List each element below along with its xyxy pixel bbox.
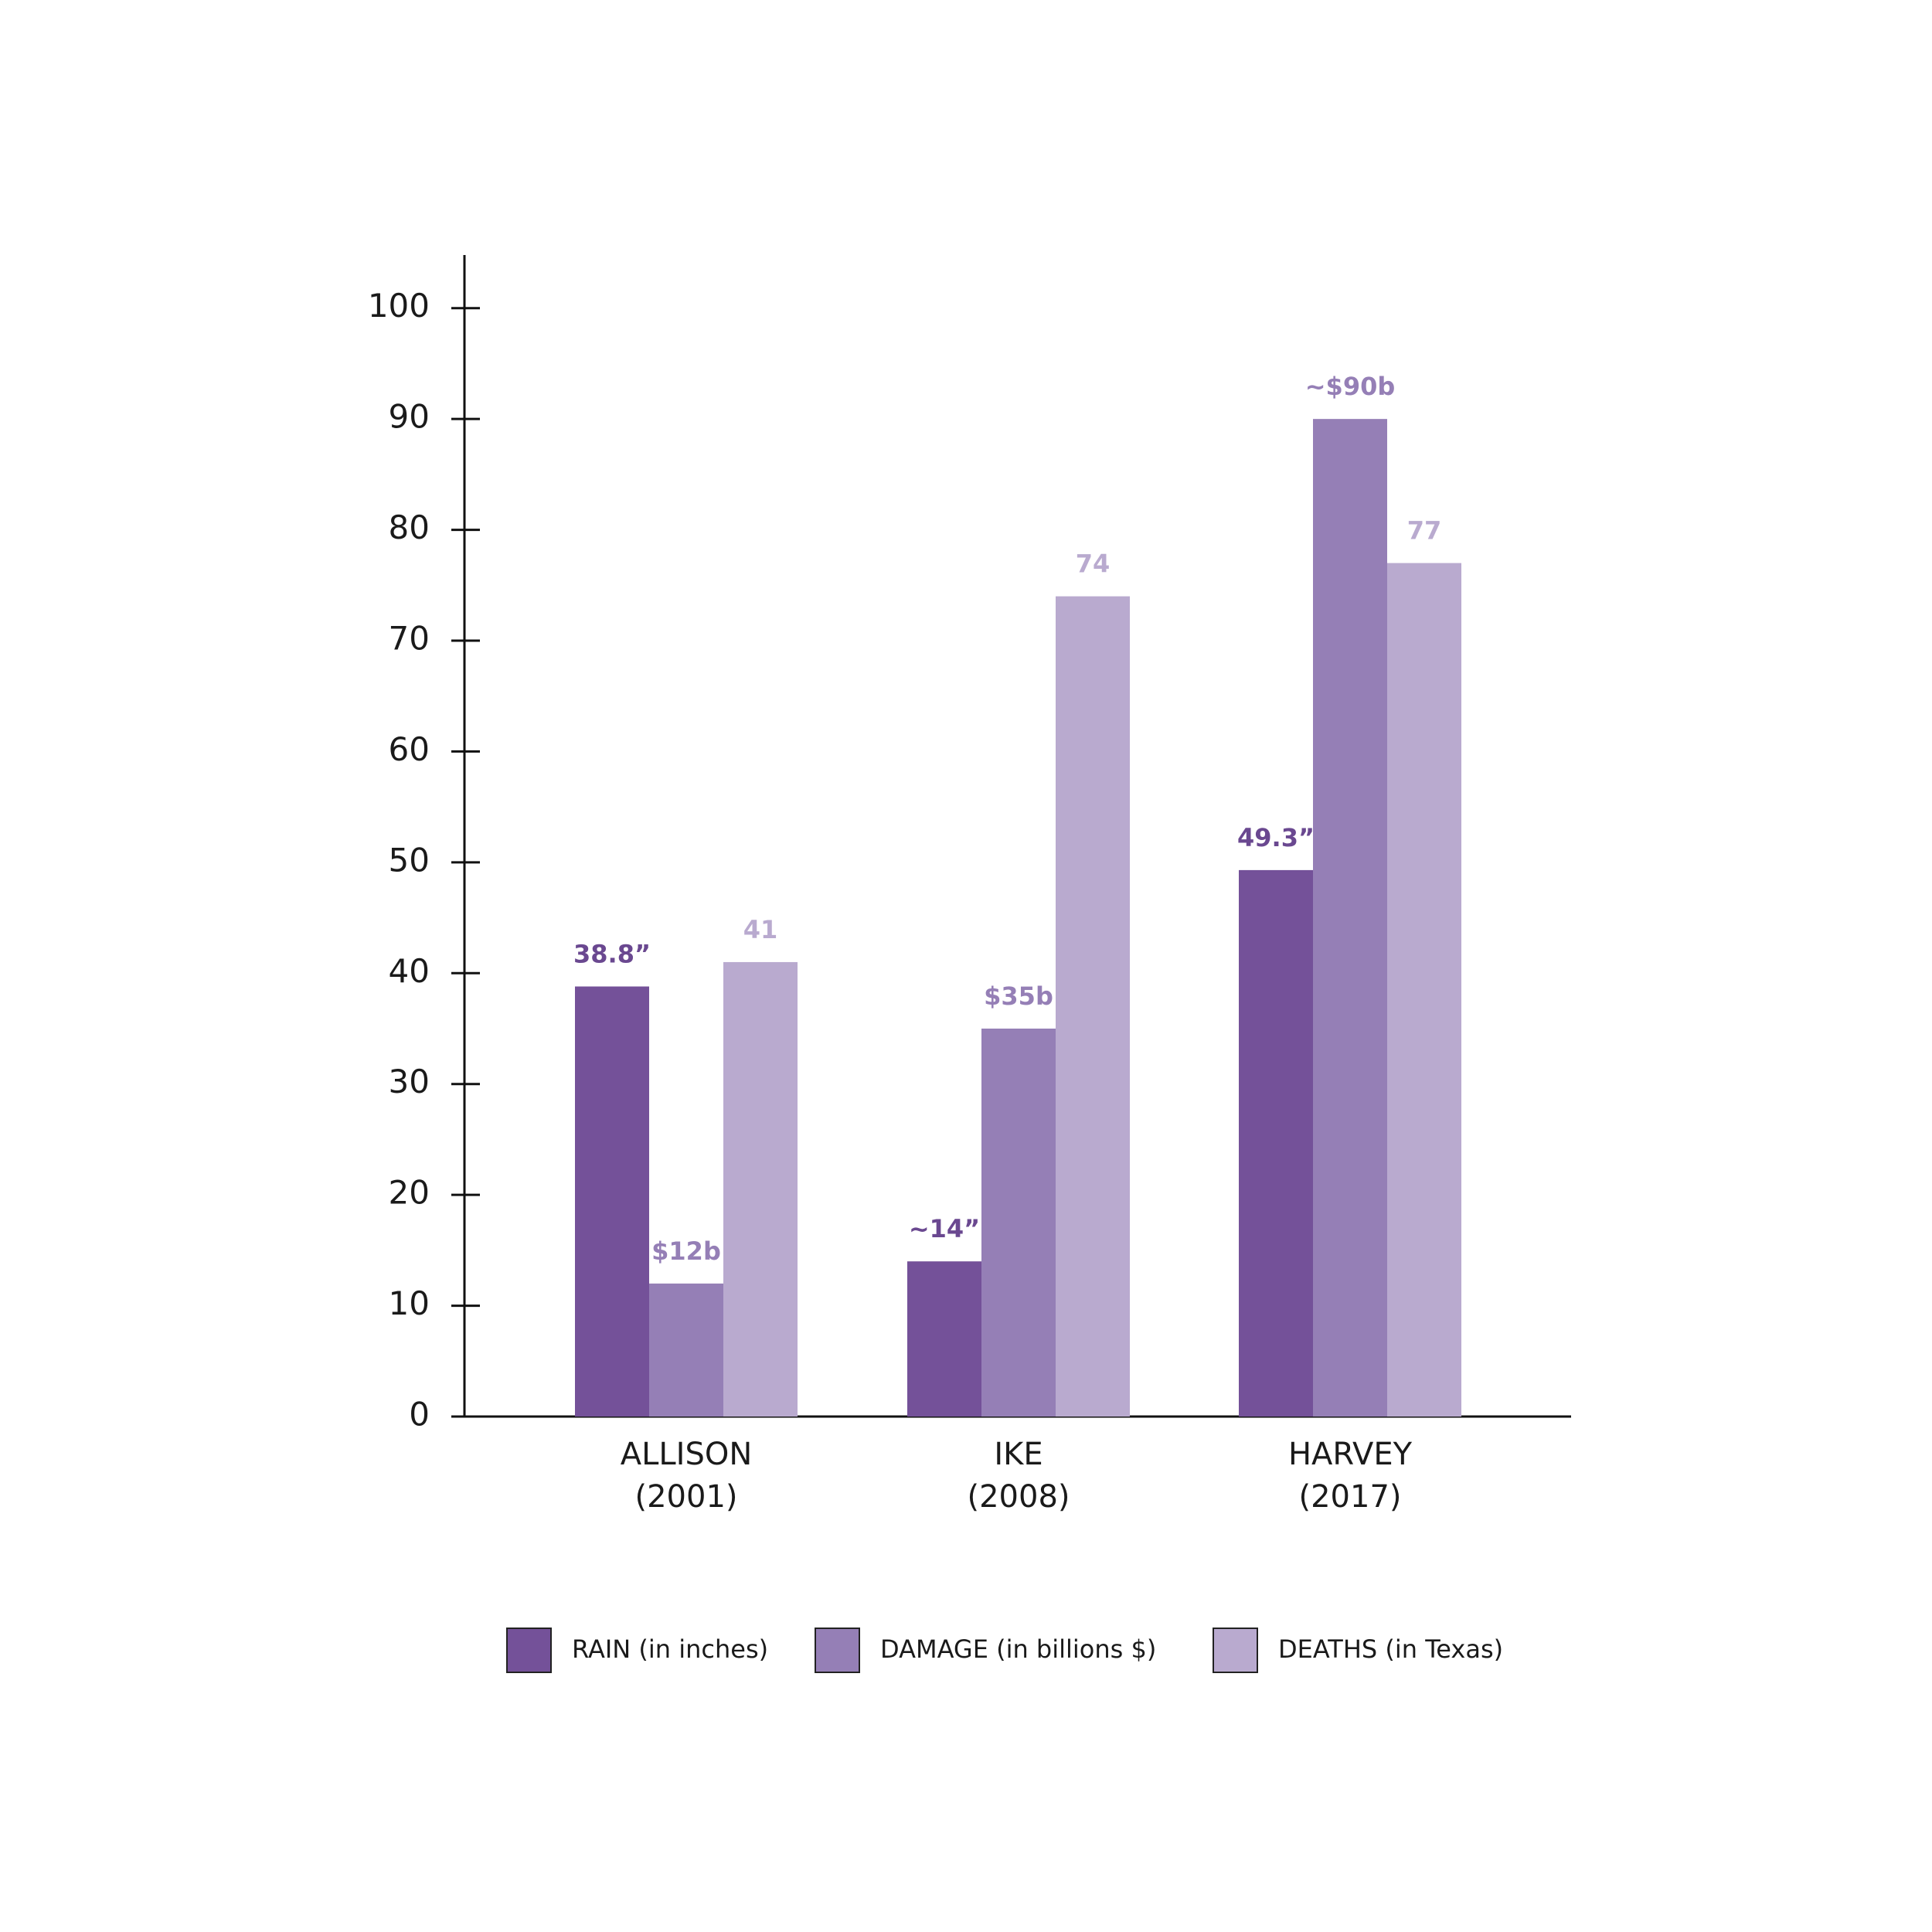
x-tick-label: IKE	[994, 1437, 1043, 1472]
y-tick-label: 50	[389, 841, 430, 879]
y-tick-label: 80	[389, 509, 430, 546]
bar	[1313, 419, 1387, 1417]
y-tick-label: 10	[389, 1284, 430, 1322]
value-label: 38.8”	[573, 939, 651, 968]
legend-label: DAMAGE (in billions $)	[880, 1634, 1156, 1664]
value-label: ~$90b	[1305, 372, 1396, 401]
value-label: 41	[743, 915, 778, 944]
y-tick-label: 70	[389, 620, 430, 658]
y-tick-label: 30	[389, 1063, 430, 1100]
legend-label: DEATHS (in Texas)	[1278, 1634, 1503, 1664]
bar	[981, 1029, 1056, 1417]
x-tick-label: (2001)	[634, 1479, 737, 1515]
x-tick-label: ALLISON	[621, 1437, 753, 1472]
bar	[907, 1261, 981, 1417]
x-tick-label: (2008)	[967, 1479, 1070, 1515]
x-tick-label: (2017)	[1298, 1479, 1401, 1515]
bar	[1056, 596, 1130, 1417]
y-tick-label: 20	[389, 1174, 430, 1212]
bar	[723, 961, 798, 1417]
legend-swatch	[815, 1628, 860, 1673]
value-label: $35b	[984, 981, 1053, 1011]
legend-swatch	[506, 1628, 552, 1673]
y-tick-label: 40	[389, 952, 430, 990]
value-label: 74	[1076, 549, 1111, 579]
legend-label: RAIN (in inches)	[572, 1634, 768, 1664]
bar	[1387, 563, 1461, 1417]
x-tick-label: HARVEY	[1288, 1437, 1413, 1472]
value-label: ~14”	[909, 1214, 980, 1243]
value-label: 49.3”	[1237, 823, 1315, 852]
value-label: $12b	[651, 1236, 721, 1266]
y-tick-label: 0	[409, 1396, 430, 1434]
bar	[575, 986, 649, 1417]
bar	[1239, 869, 1313, 1417]
value-label: 77	[1407, 516, 1442, 546]
legend-swatch	[1213, 1628, 1258, 1673]
y-tick-label: 100	[368, 287, 430, 325]
bar	[649, 1283, 723, 1417]
y-tick-label: 90	[389, 398, 430, 436]
y-tick-label: 60	[389, 730, 430, 768]
